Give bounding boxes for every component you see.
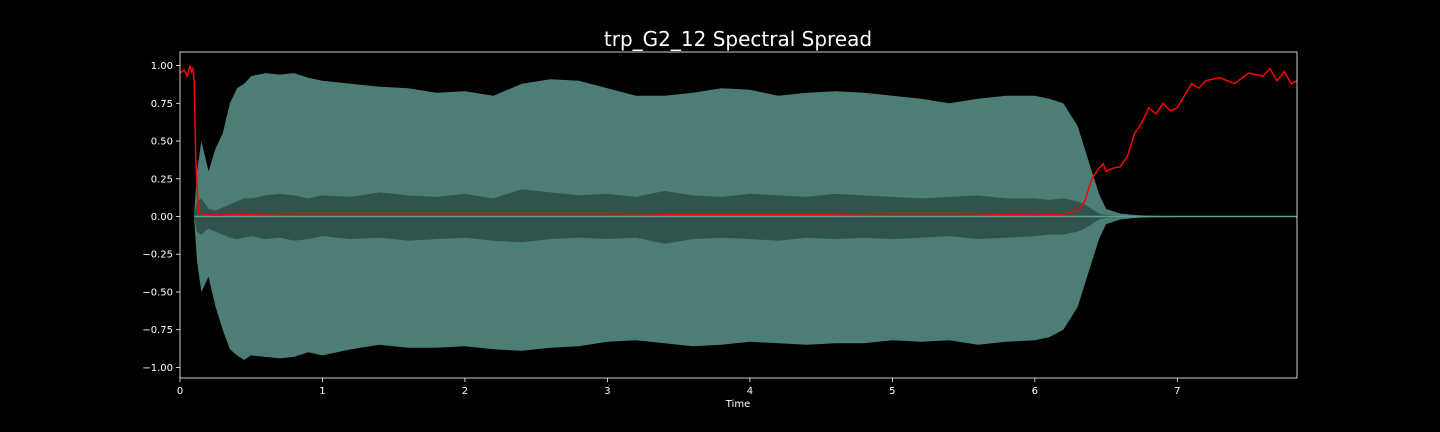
x-tick-label: 7 xyxy=(1174,386,1180,397)
axes-frame xyxy=(179,51,1298,379)
x-axis-label: Time xyxy=(725,399,750,410)
y-tick-label: 0.50 xyxy=(151,137,173,148)
x-tick-label: 5 xyxy=(889,386,895,397)
y-tick-label: 0.00 xyxy=(151,212,173,223)
y-tick-label: −1.00 xyxy=(142,363,173,374)
y-tick-label: 0.75 xyxy=(151,99,173,110)
y-tick-label: −0.25 xyxy=(142,250,173,261)
x-tick-label: 4 xyxy=(747,386,753,397)
spectral-spread-line xyxy=(180,65,1297,216)
y-axis: 1.00 0.75 0.50 0.25 0.00 −0.25 −0.50 −0.75 −1.00 xyxy=(142,61,180,374)
x-tick-label: 6 xyxy=(1032,386,1038,397)
plot-area xyxy=(180,65,1297,360)
x-tick-label: 2 xyxy=(462,386,468,397)
y-tick-label: 0.25 xyxy=(151,174,173,185)
x-tick-label: 1 xyxy=(319,386,325,397)
x-axis: 0 1 2 3 4 5 6 7 xyxy=(177,378,1181,397)
chart-title: trp_G2_12 Spectral Spread xyxy=(604,27,872,51)
x-tick-label: 0 xyxy=(177,386,183,397)
y-tick-label: 1.00 xyxy=(151,61,173,72)
x-tick-label: 3 xyxy=(604,386,610,397)
y-tick-label: −0.50 xyxy=(142,287,173,298)
y-tick-label: −0.75 xyxy=(142,325,173,336)
